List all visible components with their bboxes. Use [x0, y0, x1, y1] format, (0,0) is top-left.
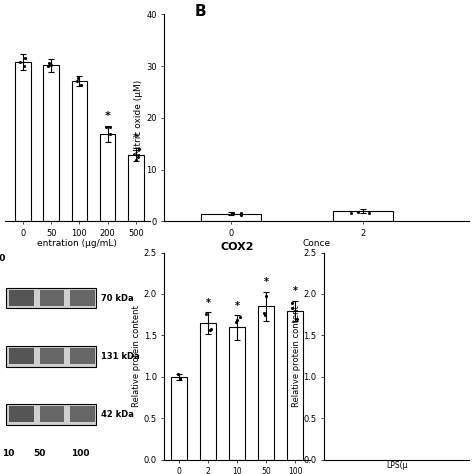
- Point: [237, 211, 245, 219]
- FancyBboxPatch shape: [9, 348, 34, 365]
- Point: [354, 209, 362, 216]
- Text: *: *: [206, 298, 210, 308]
- Bar: [258, 306, 274, 460]
- Text: 70 kDa: 70 kDa: [100, 293, 133, 302]
- Point: [44, 63, 52, 70]
- Bar: [15, 62, 31, 221]
- Text: 10: 10: [2, 448, 14, 457]
- Point: [174, 370, 182, 378]
- Point: [106, 131, 114, 138]
- FancyBboxPatch shape: [6, 288, 96, 309]
- Bar: [201, 214, 261, 221]
- Y-axis label: Relative protein content: Relative protein content: [292, 305, 301, 407]
- Point: [206, 326, 214, 334]
- Text: *: *: [235, 301, 239, 310]
- FancyBboxPatch shape: [70, 406, 95, 422]
- Bar: [171, 377, 187, 460]
- Bar: [200, 323, 216, 460]
- Text: 10: 10: [0, 254, 6, 263]
- Point: [237, 210, 245, 217]
- Point: [176, 375, 184, 383]
- Text: *: *: [264, 277, 268, 287]
- Point: [73, 77, 81, 85]
- Point: [229, 209, 237, 217]
- Bar: [287, 310, 303, 460]
- FancyBboxPatch shape: [39, 348, 64, 365]
- X-axis label: entration (μg/mL): entration (μg/mL): [37, 239, 117, 248]
- Point: [134, 153, 142, 161]
- FancyBboxPatch shape: [39, 290, 64, 306]
- Text: *: *: [133, 133, 139, 143]
- Point: [365, 209, 373, 217]
- Point: [45, 59, 53, 66]
- Bar: [72, 81, 87, 221]
- Point: [260, 309, 268, 317]
- Point: [16, 58, 23, 66]
- Point: [288, 304, 295, 312]
- Point: [74, 74, 82, 82]
- FancyBboxPatch shape: [39, 406, 64, 422]
- Point: [135, 146, 142, 153]
- Point: [106, 123, 113, 131]
- FancyBboxPatch shape: [9, 290, 34, 306]
- X-axis label: LPS(μ: LPS(μ: [386, 461, 408, 470]
- Bar: [229, 327, 245, 460]
- Text: *: *: [105, 111, 110, 121]
- Y-axis label: Nitric oxide (μM): Nitric oxide (μM): [134, 80, 143, 155]
- Point: [176, 374, 184, 382]
- Text: 100: 100: [71, 448, 90, 457]
- Text: 42 kDa: 42 kDa: [100, 410, 133, 419]
- Point: [234, 316, 241, 324]
- Y-axis label: Relative protein content: Relative protein content: [132, 305, 141, 407]
- FancyBboxPatch shape: [70, 348, 95, 365]
- Text: *: *: [292, 286, 298, 296]
- FancyBboxPatch shape: [6, 404, 96, 425]
- Text: 50: 50: [33, 448, 46, 457]
- Point: [236, 313, 244, 321]
- Title: COX2: COX2: [220, 242, 254, 252]
- FancyBboxPatch shape: [70, 290, 95, 306]
- Point: [77, 82, 85, 89]
- Point: [262, 292, 269, 300]
- Point: [288, 299, 296, 307]
- Text: 131 kDa: 131 kDa: [100, 352, 139, 361]
- Point: [21, 55, 29, 62]
- Point: [293, 316, 301, 323]
- Point: [132, 156, 140, 164]
- Point: [208, 325, 215, 332]
- Point: [347, 209, 355, 217]
- Bar: [44, 65, 59, 221]
- X-axis label: Conce: Conce: [303, 239, 331, 248]
- Point: [20, 62, 28, 70]
- FancyBboxPatch shape: [9, 406, 34, 422]
- Point: [202, 310, 210, 318]
- Bar: [128, 155, 144, 221]
- Text: B: B: [195, 4, 207, 19]
- Point: [47, 62, 55, 69]
- FancyBboxPatch shape: [6, 346, 96, 366]
- Point: [232, 318, 240, 326]
- Point: [102, 123, 109, 131]
- Point: [262, 311, 269, 319]
- Bar: [333, 211, 393, 221]
- Bar: [100, 134, 115, 221]
